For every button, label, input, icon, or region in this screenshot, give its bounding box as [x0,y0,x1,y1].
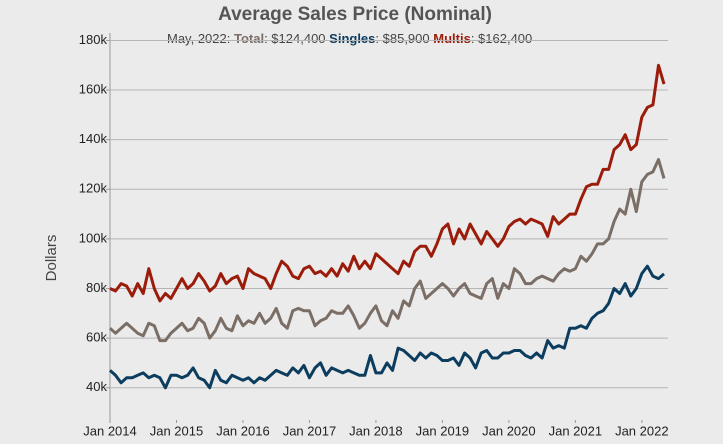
y-axis-label: Dollars [43,235,60,282]
y-tick-label: 180k [79,32,108,47]
y-tick-label: 80k [86,280,107,295]
x-tick-label: Jan 2021 [549,423,603,438]
y-tick-label: 40k [86,379,107,394]
annotation-value: : $85,900 [375,31,429,46]
annotation-value: : $162,400 [471,31,532,46]
x-tick-label: Jan 2019 [416,423,470,438]
y-tick-label: 160k [79,81,108,96]
y-tick-label: 120k [79,181,108,196]
annotation-date: May, 2022: [167,31,230,46]
x-tick-label: Jan 2018 [349,423,403,438]
annotation-value: : $124,400 [264,31,325,46]
x-tick-label: Jan 2016 [216,423,270,438]
y-tick-label: 100k [79,230,108,245]
x-tick-label: Jan 2015 [150,423,204,438]
annotation: May, 2022: Total: $124,400 Singles: $85,… [167,31,532,46]
annotation-series: Total [234,31,264,46]
series-line [109,63,666,303]
annotation-series: Singles [329,31,375,46]
x-tick-label: Jan 2014 [83,423,137,438]
series-line [108,158,666,343]
series-line [109,264,665,390]
x-tick-label: Jan 2020 [482,423,536,438]
x-tick-label: Jan 2022 [615,423,669,438]
y-tick-label: 60k [86,330,107,345]
annotation-series: Multis [433,31,471,46]
chart-title: Average Sales Price (Nominal) [218,4,492,25]
y-tick-label: 140k [79,131,108,146]
x-tick-label: Jan 2017 [283,423,337,438]
